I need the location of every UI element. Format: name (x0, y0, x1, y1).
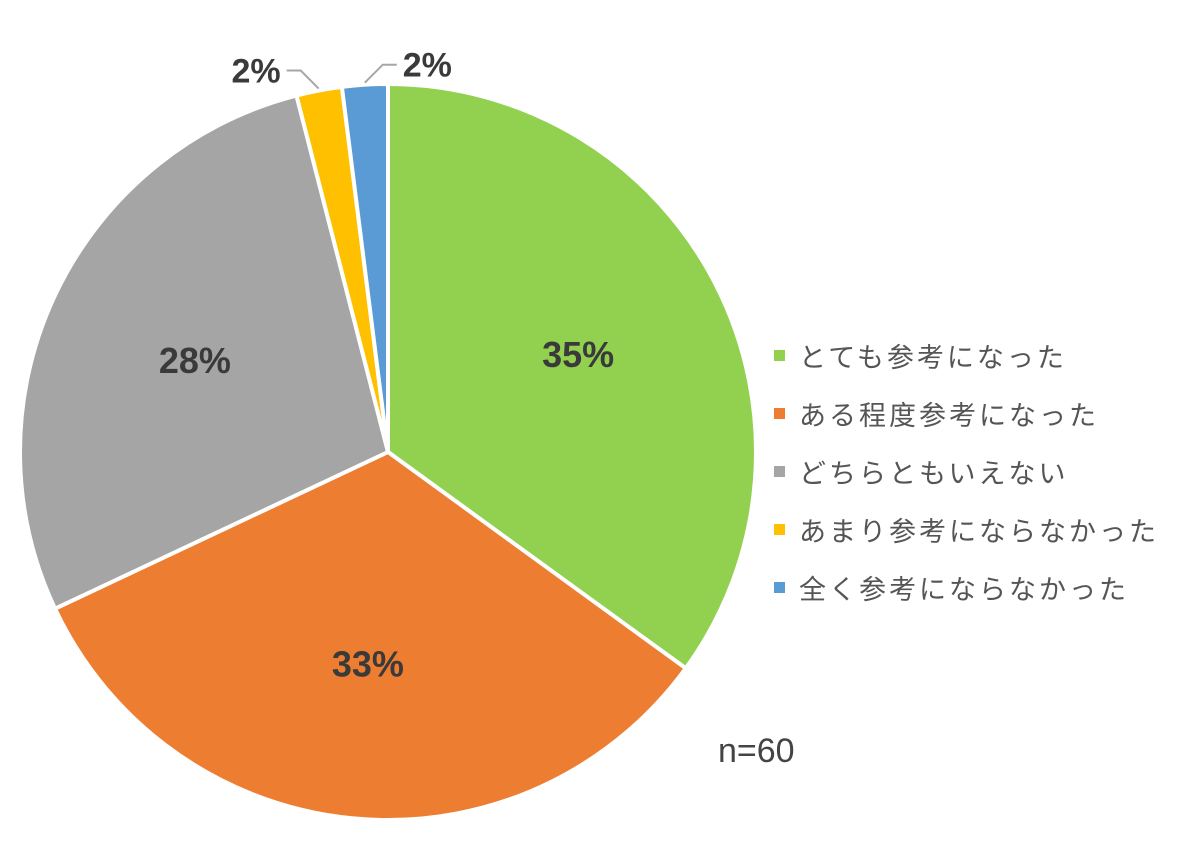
leader-line (286, 69, 320, 90)
slice-data-label: 33% (332, 643, 404, 684)
legend-label: あまり参考にならなかった (799, 516, 1159, 548)
leader-line (364, 63, 397, 84)
legend-swatch (774, 349, 785, 361)
legend-item: とても参考になった (774, 326, 1194, 384)
legend-label: 全く参考にならなかった (799, 574, 1129, 606)
legend-label: ある程度参考になった (799, 400, 1099, 432)
slice-data-label: 2% (403, 47, 452, 85)
legend-label: どちらともいえない (799, 458, 1069, 490)
sample-size-note: n=60 (718, 732, 795, 770)
pie-slice (386, 82, 758, 671)
pie-slice (339, 82, 390, 454)
slice-data-label: 28% (159, 340, 231, 381)
legend: とても参考になった ある程度参考になった どちらともいえない あまり参考にならな… (774, 326, 1194, 616)
legend-swatch (774, 581, 785, 593)
slice-data-label: 2% (232, 53, 281, 91)
legend-item: あまり参考にならなかった (774, 500, 1194, 558)
legend-swatch (774, 523, 785, 535)
pie-slice (18, 93, 390, 611)
pie-slice (53, 450, 688, 822)
slice-data-label: 35% (542, 334, 614, 375)
legend-item: どちらともいえない (774, 442, 1194, 500)
legend-swatch (774, 407, 785, 419)
legend-item: 全く参考にならなかった (774, 558, 1194, 616)
legend-item: ある程度参考になった (774, 384, 1194, 442)
legend-label: とても参考になった (799, 342, 1067, 374)
legend-swatch (774, 465, 785, 477)
